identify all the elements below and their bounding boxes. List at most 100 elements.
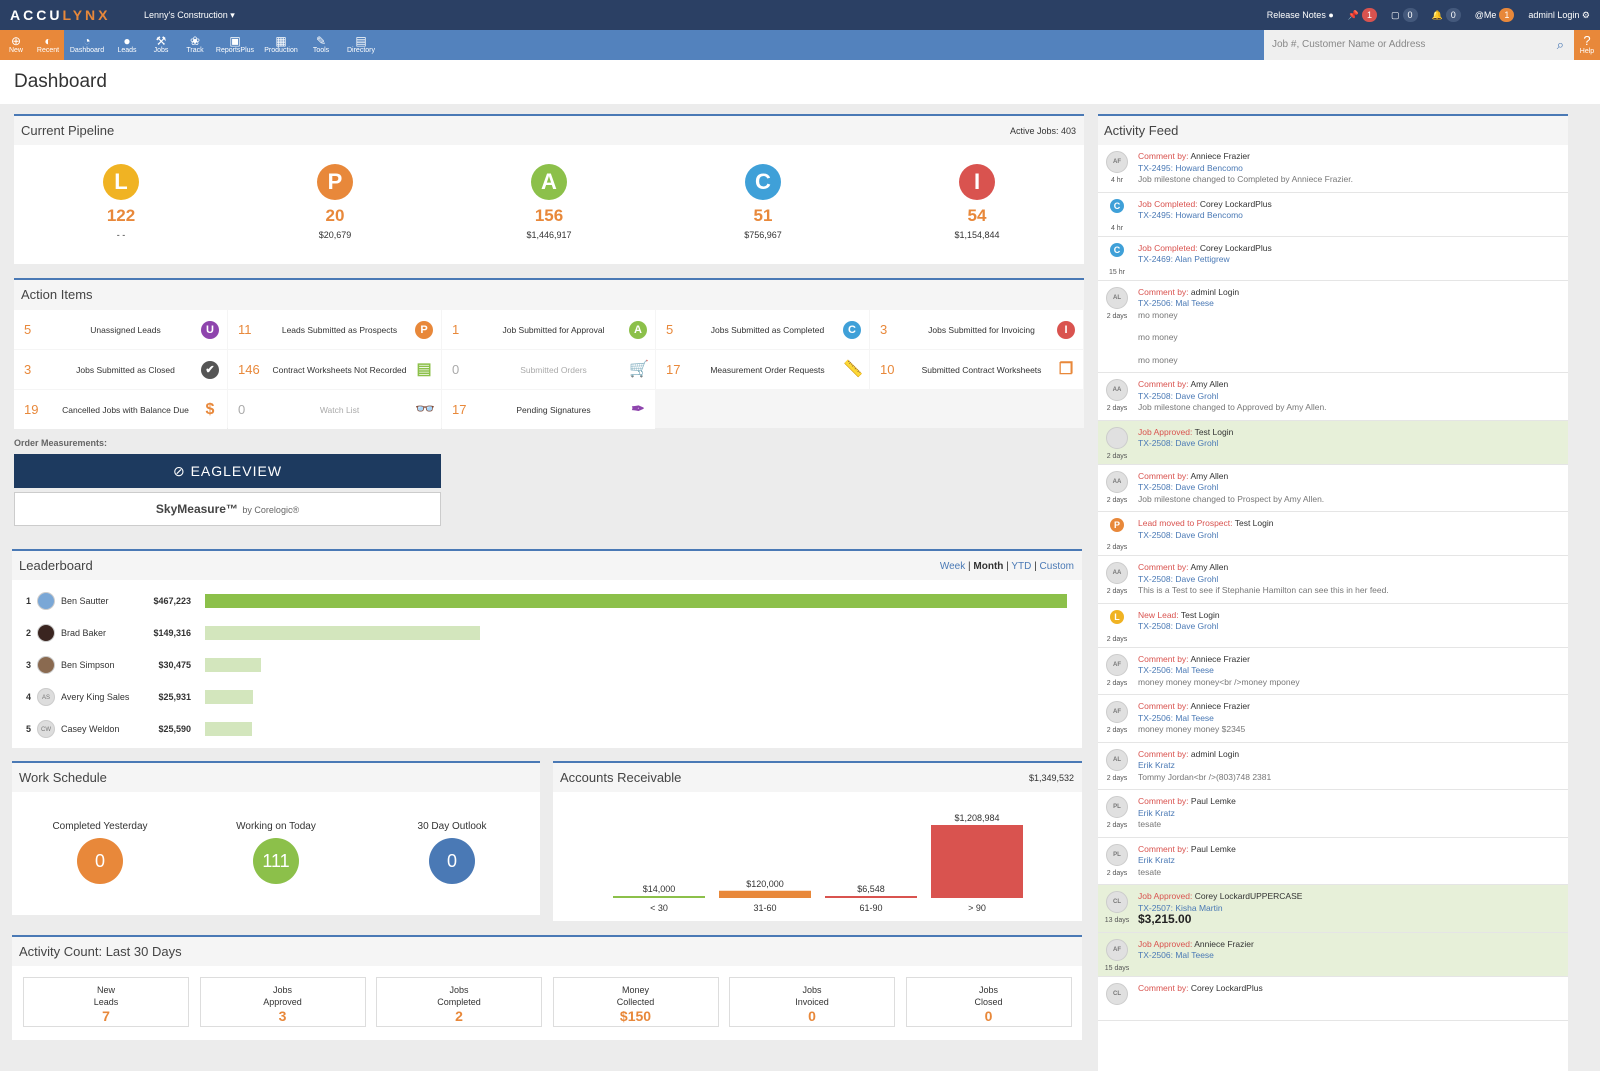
feed-job-link[interactable]: TX-2495: Howard Bencomo [1138,210,1243,220]
feed-header: Comment by: Amy Allen [1138,562,1568,574]
skymeasure-label: SkyMeasure™ [155,502,238,516]
feed-item: AF 15 days Job Approved: Anniece Frazier TX… [1098,932,1568,977]
feed-job-link[interactable]: TX-2507: Kisha Martin [1138,902,1223,913]
search-input[interactable]: Job #, Customer Name or Address ⌕ [1264,30,1574,60]
action-item[interactable]: 11 Leads Submitted as Prospects P [228,310,441,349]
feed-job-link[interactable]: TX-2506: Mal Teese [1138,665,1214,675]
action-item[interactable]: 146 Contract Worksheets Not Recorded ▤ [228,350,441,389]
nav-dashboard[interactable]: ◔ Dashboard [64,30,110,60]
ar-bar-label: $14,000 [643,884,676,894]
activity-count-item[interactable]: Jobs Completed 2 [376,977,542,1027]
action-item[interactable]: 19 Cancelled Jobs with Balance Due $ [14,390,227,429]
page-title: Dashboard [0,60,1600,104]
notifications-button[interactable]: 🔔 0 [1432,8,1461,22]
nav-new[interactable]: ⊕ New [0,30,32,60]
eagleview-button[interactable]: ⊘ EAGLEVIEW [14,454,441,488]
feed-job-link[interactable]: Erik Kratz [1138,855,1175,865]
feed-job-link[interactable]: TX-2506: Mal Teese [1138,298,1214,308]
action-item-icon: A [629,320,647,339]
company-selector[interactable]: Lenny's Construction ▾ [144,10,235,20]
feed-job-link[interactable]: TX-2508: Dave Grohl [1138,390,1219,401]
feed-item: PL 2 days Comment by: Paul Lemke Erik Kratz… [1098,790,1568,838]
nav-recent[interactable]: ◐ Recent [32,30,64,60]
pipeline-stage-l[interactable]: L 122 - - [61,164,181,240]
period-custom[interactable]: Custom [1039,561,1074,572]
pin-button[interactable]: 📌 1 [1348,8,1377,22]
feed-job-link[interactable]: TX-2506: Mal Teese [1138,712,1214,723]
feed-job-link[interactable]: TX-2508: Dave Grohl [1138,573,1219,584]
avatar [37,592,56,610]
activity-count-item[interactable]: New Leads 7 [23,977,189,1027]
nav-tools[interactable]: ✎ Tools [304,30,338,60]
action-item[interactable]: 5 Unassigned Leads U [14,310,227,349]
feed-job-link[interactable]: TX-2508: Dave Grohl [1138,438,1219,448]
avatar [1106,426,1128,449]
work-schedule-item[interactable]: 30 Day Outlook 0 [402,821,502,884]
pipeline-stage-p[interactable]: P 20 $20,679 [275,164,395,240]
nav-leads[interactable]: ● Leads [110,30,144,60]
activity-count-item[interactable]: Jobs Closed 0 [905,977,1072,1027]
mentions-button[interactable]: @Me 1 [1475,8,1515,22]
feed-job-link[interactable]: Erik Kratz [1138,760,1175,770]
leaderboard-row[interactable]: 1 Ben Sautter $467,223 [26,591,191,611]
action-item[interactable]: 0 Submitted Orders 🛒 [442,350,655,389]
leaderboard-row[interactable]: 2 Brad Baker $149,316 [26,623,191,643]
pipeline-stage-i[interactable]: I 54 $1,154,844 [917,164,1037,240]
activity-count-value: 2 [455,1008,463,1024]
period-ytd[interactable]: YTD [1011,561,1032,572]
action-item[interactable]: 5 Jobs Submitted as Completed C [656,310,869,349]
feed-job-link[interactable]: TX-2469: Alan Pettigrew [1138,254,1230,264]
activity-count-item[interactable]: Jobs Approved 3 [199,977,366,1027]
action-item[interactable]: 17 Measurement Order Requests 📏 [656,350,869,389]
nav-track[interactable]: ❀ Track [178,30,212,60]
rep-amount: $25,590 [158,724,192,734]
action-item-icon: 👓 [415,400,435,418]
action-item[interactable]: 1 Job Submitted for Approval A [442,310,655,349]
period-month[interactable]: Month [973,561,1004,572]
feed-job-link[interactable]: TX-2508: Dave Grohl [1138,482,1219,492]
feed-job-link[interactable]: Erik Kratz [1138,807,1175,818]
activity-count-item[interactable]: Jobs Invoiced 0 [729,977,895,1027]
ws-label: Working on Today [236,821,316,832]
action-item[interactable]: 3 Jobs Submitted for Invoicing I [870,310,1083,349]
acculynx-logo[interactable]: ACCULYNX [10,7,111,23]
release-notes-link[interactable]: Release Notes ● [1266,10,1334,20]
rank: 1 [26,596,32,606]
leaderboard-row[interactable]: 4 AS Avery King Sales $25,931 [26,687,191,707]
nav-production[interactable]: ▦ Production [258,30,304,60]
production-icon: ▦ [275,34,287,48]
pipeline-stage-c[interactable]: C 51 $756,967 [703,164,823,240]
user-menu[interactable]: adminl Login ⚙ [1528,10,1590,21]
period-week[interactable]: Week [939,561,966,572]
feed-job-link[interactable]: TX-2508: Dave Grohl [1138,621,1219,631]
action-item-count: 17 [666,362,681,377]
leaderboard-row[interactable]: 3 Ben Simpson $30,475 [26,655,191,675]
dashboard-icon: ◔ [83,34,91,48]
nav-jobs[interactable]: ⚒ Jobs [144,30,178,60]
feed-user: adminl Login [1188,286,1240,297]
feed-job-link[interactable]: TX-2506: Mal Teese [1138,950,1214,960]
activity-count-item[interactable]: Money Collected $150 [552,977,719,1027]
feed-job-link[interactable]: TX-2495: Howard Bencomo [1138,162,1243,173]
stage-count: 20 [325,206,345,225]
search-icon[interactable]: ⌕ [1556,37,1564,52]
pipeline-stage-a[interactable]: A 156 $1,446,917 [489,164,609,240]
action-item[interactable]: 3 Jobs Submitted as Closed ✔ [14,350,227,389]
feed-job-link[interactable]: TX-2508: Dave Grohl [1138,529,1219,540]
nav-reportsplus[interactable]: ▣ ReportsPlus [212,30,258,60]
action-item[interactable]: 17 Pending Signatures ✒ [442,390,655,429]
work-schedule-item[interactable]: Completed Yesterday 0 [50,821,150,884]
leaderboard-row[interactable]: 5 CW Casey Weldon $25,590 [26,719,191,739]
feed-user: Paul Lemke [1188,843,1236,854]
skymeasure-button[interactable]: SkyMeasure™ by Corelogic® [14,492,441,526]
status-icon: C [1110,242,1124,257]
help-button[interactable]: ? Help [1574,30,1600,60]
ar-bar-label: $120,000 [746,879,784,889]
calendar-button[interactable]: ▢ 0 [1391,8,1418,22]
action-item[interactable]: 10 Submitted Contract Worksheets ❐ [870,350,1083,389]
work-schedule-item[interactable]: Working on Today 111 [226,821,326,884]
feed-kind: Job Approved: [1138,938,1193,949]
nav-directory[interactable]: ▤ Directory [338,30,384,60]
feed-body: mo money [1138,332,1178,342]
action-item[interactable]: 0 Watch List 👓 [228,390,441,429]
